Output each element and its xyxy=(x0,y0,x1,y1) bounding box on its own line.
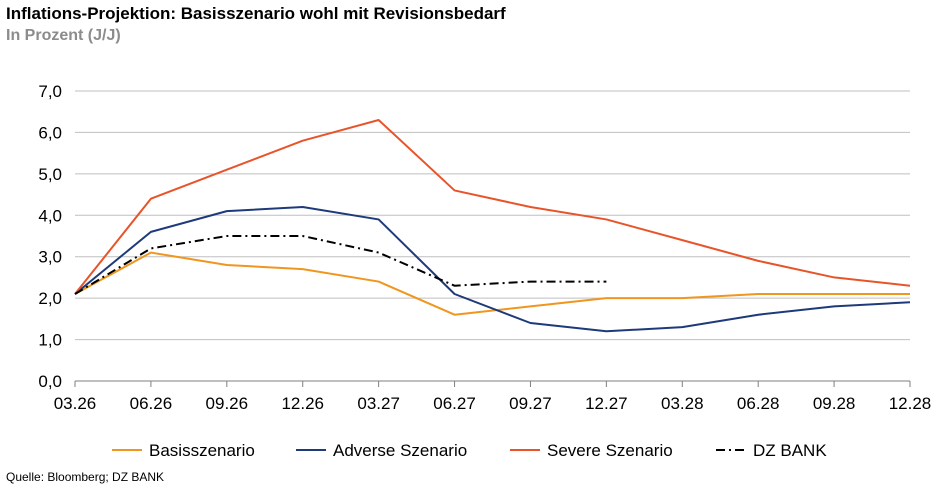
x-tick-label: 09.26 xyxy=(206,394,249,413)
y-tick-label: 7,0 xyxy=(38,82,62,101)
x-tick-label: 06.27 xyxy=(433,394,476,413)
y-tick-label: 4,0 xyxy=(38,206,62,225)
x-tick-label: 03.27 xyxy=(357,394,400,413)
x-axis: 03.26 06.26 09.26 12.26 03.27 06.27 09.27 12.27… xyxy=(54,380,932,413)
x-tick-label: 12.28 xyxy=(889,394,932,413)
chart-title: Inflations-Projektion: Basisszenario woh… xyxy=(6,4,506,23)
x-tick-label: 06.26 xyxy=(130,394,173,413)
legend-label: Severe Szenario xyxy=(547,441,673,460)
source-note: Quelle: Bloomberg; DZ BANK xyxy=(6,470,165,484)
series-lines xyxy=(74,119,911,333)
x-tick-label: 03.28 xyxy=(661,394,704,413)
legend-label: Adverse Szenario xyxy=(333,441,467,460)
series-line-dz-bank xyxy=(74,235,607,295)
legend-label: Basisszenario xyxy=(149,441,255,460)
series-line-adverse-szenario xyxy=(74,206,911,333)
x-tick-label: 12.27 xyxy=(585,394,628,413)
x-tick-label: 06.28 xyxy=(737,394,780,413)
series-line-severe-szenario xyxy=(74,119,911,295)
legend-label: DZ BANK xyxy=(753,441,827,460)
x-tick-label: 09.27 xyxy=(509,394,552,413)
y-tick-label: 6,0 xyxy=(38,123,62,142)
series-line-basisszenario xyxy=(74,251,910,316)
x-tick-label: 09.28 xyxy=(813,394,856,413)
y-tick-label: 1,0 xyxy=(38,331,62,350)
x-tick-label: 12.26 xyxy=(281,394,324,413)
gridlines xyxy=(75,90,910,341)
y-tick-label: 5,0 xyxy=(38,165,62,184)
chart-subtitle: In Prozent (J/J) xyxy=(6,27,121,44)
y-tick-label: 3,0 xyxy=(38,248,62,267)
y-tick-label: 2,0 xyxy=(38,289,62,308)
y-axis-ticks: 0,0 1,0 2,0 3,0 4,0 5,0 6,0 7,0 xyxy=(38,82,62,391)
y-tick-label: 0,0 xyxy=(38,372,62,391)
legend: Basisszenario Adverse Szenario Severe Szen… xyxy=(112,441,827,460)
x-tick-label: 03.26 xyxy=(54,394,97,413)
